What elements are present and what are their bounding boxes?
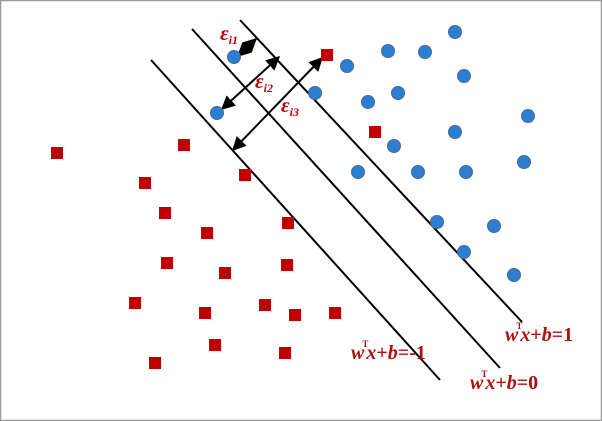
positive-point: [457, 69, 471, 83]
negative-point: [161, 257, 173, 269]
positive-point: [308, 86, 322, 100]
negative-point: [369, 126, 381, 138]
negative-point: [149, 357, 161, 369]
negative-point: [139, 177, 151, 189]
positive-class-points: [210, 25, 535, 282]
positive-point: [351, 165, 365, 179]
positive-point: [448, 125, 462, 139]
slack-label-1: εi1: [220, 21, 238, 47]
negative-point: [209, 339, 221, 351]
negative-class-points: [51, 49, 381, 369]
positive-point: [487, 219, 501, 233]
negative-point: [129, 297, 141, 309]
negative-point: [281, 259, 293, 271]
negative-point: [289, 309, 301, 321]
negative-point: [199, 307, 211, 319]
positive-point: [381, 44, 395, 58]
positive-point: [387, 139, 401, 153]
negative-point: [282, 217, 294, 229]
positive-point: [418, 45, 432, 59]
positive-point: [521, 109, 535, 123]
negative-margin-line: [150, 59, 441, 381]
positive-point: [448, 25, 462, 39]
negative-point: [51, 147, 63, 159]
positive-point: [391, 86, 405, 100]
positive-point: [507, 268, 521, 282]
negative-point: [201, 227, 213, 239]
equation-decision: wTx+b=0: [470, 369, 538, 394]
negative-point: [219, 267, 231, 279]
equation-positive-margin: wTx+b=1: [505, 321, 573, 346]
positive-point: [459, 165, 473, 179]
positive-point: [361, 95, 375, 109]
negative-point: [321, 49, 333, 61]
positive-margin-line: [239, 19, 523, 323]
negative-point: [279, 347, 291, 359]
positive-point: [210, 106, 224, 120]
negative-point: [239, 169, 251, 181]
positive-point: [457, 245, 471, 259]
positive-point: [517, 155, 531, 169]
decision-boundary-line: [191, 28, 501, 369]
slack-arrow-1: [236, 38, 258, 57]
negative-point: [259, 299, 271, 311]
slack-label-2: εi2: [255, 69, 273, 95]
equation-negative-margin: wTx+b=-1: [351, 339, 426, 364]
slack-label-3: εi3: [281, 93, 299, 119]
positive-point: [227, 50, 241, 64]
negative-point: [329, 307, 341, 319]
positive-point: [340, 59, 354, 73]
positive-point: [430, 215, 444, 229]
slack-arrow-3: [232, 56, 323, 152]
positive-point: [411, 165, 425, 179]
negative-point: [159, 207, 171, 219]
negative-point: [178, 139, 190, 151]
